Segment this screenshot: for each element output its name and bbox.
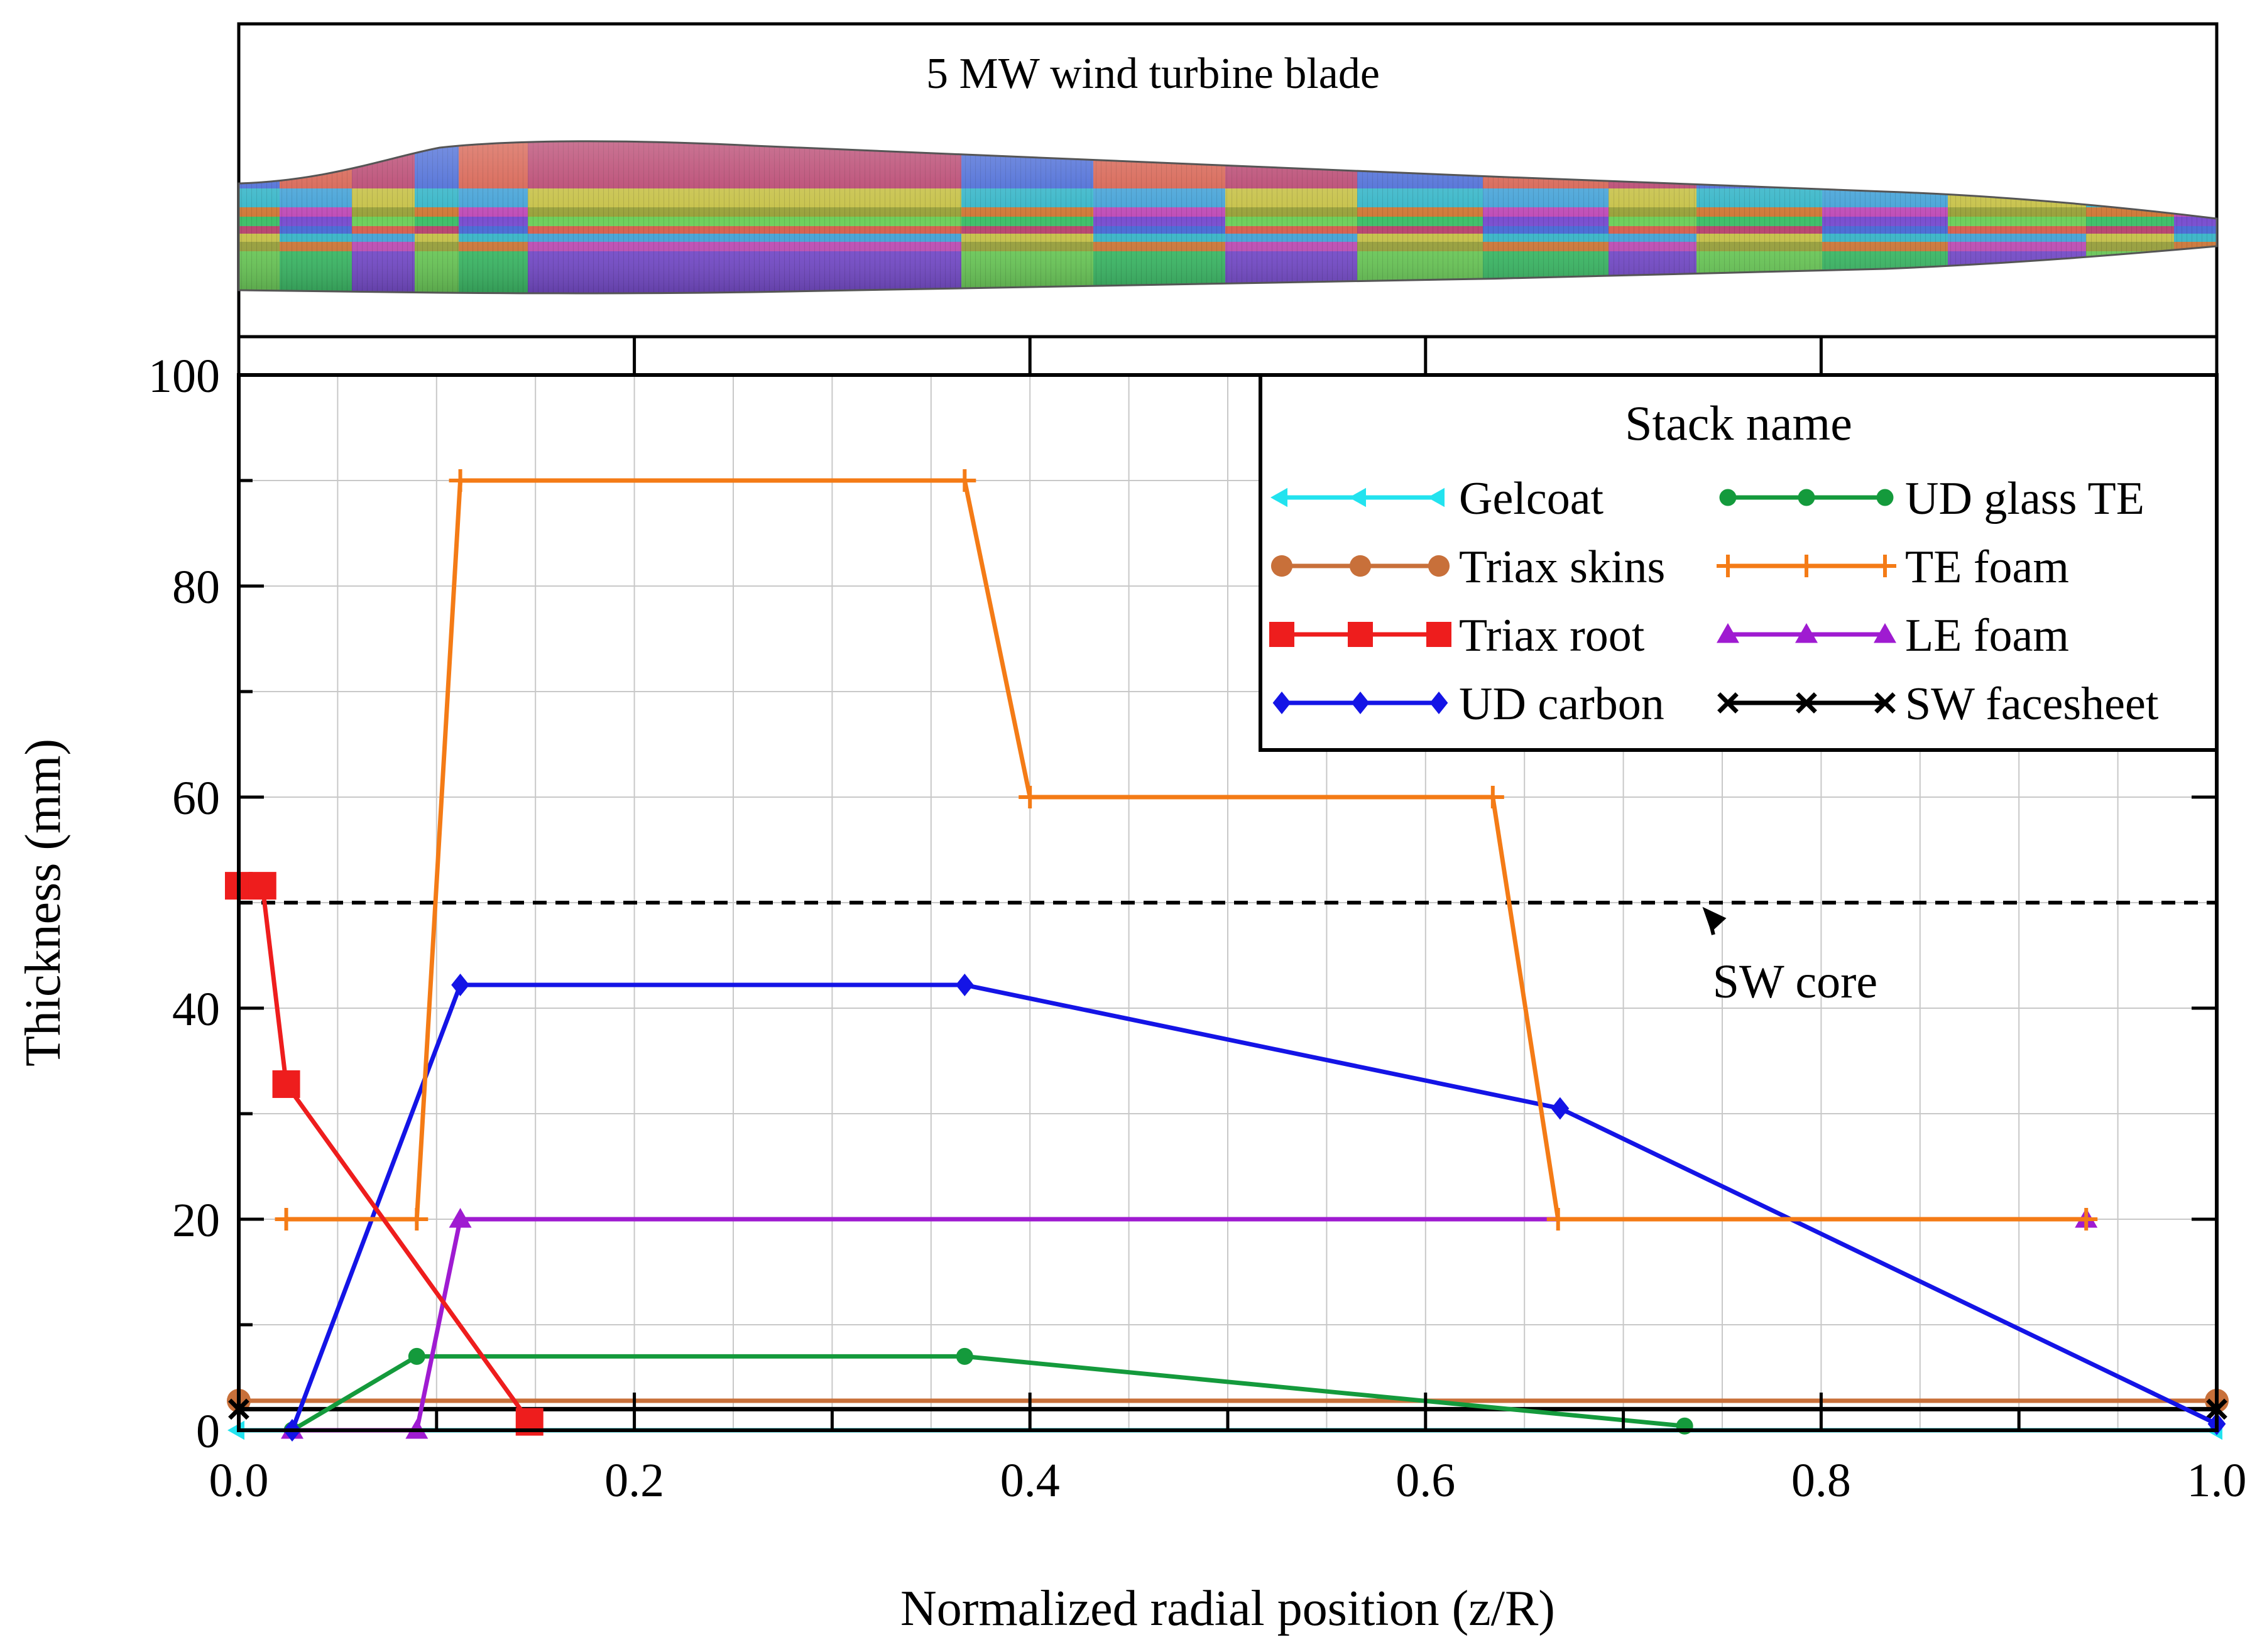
axis-ticks: 0.0 0.2 0.4 0.6 0.8 1.0 0 20 40 60 80 100 [148, 337, 2247, 1507]
legend-label: Triax root [1459, 610, 1645, 661]
legend: Stack name Gelcoat UD glass TE Triax skins… [1259, 373, 2219, 752]
series-ud-carbon [283, 974, 2226, 1442]
data-point [1717, 692, 1739, 714]
data-point [1272, 692, 1291, 714]
data-point [1798, 489, 1815, 506]
blade-panel: 5 MW wind turbine blade [237, 22, 2219, 339]
data-point [1546, 1208, 1570, 1231]
data-point [1795, 623, 1818, 643]
legend-label: SW facesheet [1905, 678, 2159, 730]
legend-label: Gelcoat [1459, 473, 1604, 524]
data-point [953, 469, 976, 492]
y-tick-label: 0 [196, 1405, 220, 1458]
data-point [1269, 622, 1294, 647]
x-tick-label: 0.4 [1000, 1454, 1060, 1507]
y-tick-label: 80 [172, 561, 220, 614]
y-tick-label: 20 [172, 1194, 220, 1247]
legend-item-sw-facesheet: SW facesheet [1717, 678, 2159, 730]
blade-outline [238, 140, 2218, 295]
data-point [1428, 487, 1445, 508]
data-point [1717, 555, 1739, 577]
series-ud-glass-te [283, 1347, 1693, 1439]
data-point [451, 974, 469, 997]
series-le-foam [280, 1208, 2098, 1439]
sw-core-label: SW core [1713, 955, 1877, 1008]
y-tick-label: 40 [172, 983, 220, 1036]
data-point [1270, 555, 1293, 577]
data-point [1351, 692, 1370, 714]
annotation-arrow-head [1702, 906, 1727, 932]
legend-item-te-foam: TE foam [1717, 541, 2069, 593]
data-point [1874, 623, 1896, 643]
legend-item-gelcoat: Gelcoat [1270, 473, 1604, 524]
data-point [275, 1208, 298, 1231]
x-tick-label: 1.0 [2187, 1454, 2247, 1507]
series-line [239, 883, 532, 1423]
x-tick-label: 0.6 [1396, 1454, 1455, 1507]
series-line [286, 478, 2087, 1222]
data-point [449, 1208, 472, 1228]
legend-item-le-foam: LE foam [1717, 610, 2069, 661]
data-point [955, 974, 974, 997]
legend-label: UD carbon [1459, 678, 1664, 730]
legend-item-ud-carbon: UD carbon [1272, 678, 1664, 730]
data-point [1348, 622, 1373, 647]
data-point [1874, 692, 1896, 714]
data-point [1019, 786, 1042, 808]
y-axis-label: Thickness (mm) [16, 739, 71, 1067]
legend-label: UD glass TE [1905, 473, 2144, 524]
x-axis-label: Normalized radial position (z/R) [900, 1581, 1555, 1636]
legend-label: Triax skins [1459, 541, 1665, 593]
blade-panel-title: 5 MW wind turbine blade [926, 50, 1380, 98]
y-tick-label: 100 [148, 350, 220, 403]
data-point [1795, 555, 1818, 577]
data-point [1874, 555, 1896, 577]
data-point [408, 1347, 425, 1365]
data-point [1876, 489, 1894, 506]
data-point [248, 872, 276, 900]
data-point [2075, 1208, 2098, 1231]
series-te-foam [275, 469, 2098, 1231]
legend-label: LE foam [1905, 610, 2069, 661]
data-point [449, 469, 472, 492]
data-point [1270, 487, 1287, 508]
legend-item-ud-glass-te: UD glass TE [1719, 473, 2144, 524]
data-point [1429, 692, 1448, 714]
legend-frame [1259, 373, 2219, 752]
legend-label: TE foam [1905, 541, 2069, 593]
data-point [272, 1070, 300, 1098]
data-point [1426, 622, 1451, 647]
x-tick-label: 0.8 [1791, 1454, 1851, 1507]
data-point [405, 1208, 429, 1231]
annotations: SW core [1702, 906, 1877, 1008]
data-point [1551, 1097, 1570, 1120]
data-point [1349, 555, 1372, 577]
legend-title: Stack name [1625, 396, 1852, 450]
series-line [291, 1354, 1685, 1433]
plot-area: 0.0 0.2 0.4 0.6 0.8 1.0 0 20 40 60 80 100 SW core [148, 337, 2247, 1507]
y-tick-label: 60 [172, 772, 220, 825]
data-point [1349, 487, 1366, 508]
series-triax-root [225, 872, 544, 1436]
x-tick-label: 0.0 [209, 1454, 269, 1507]
data-point [1719, 489, 1737, 506]
data-point [956, 1347, 973, 1365]
legend-item-triax-skins: Triax skins [1270, 541, 1665, 593]
data-point [1428, 555, 1450, 577]
series-line [290, 982, 2218, 1432]
data-point [1796, 692, 1817, 714]
data-point [1481, 786, 1504, 808]
x-tick-label: 0.2 [604, 1454, 664, 1507]
legend-item-triax-root: Triax root [1269, 610, 1645, 661]
data-point [1717, 623, 1739, 643]
